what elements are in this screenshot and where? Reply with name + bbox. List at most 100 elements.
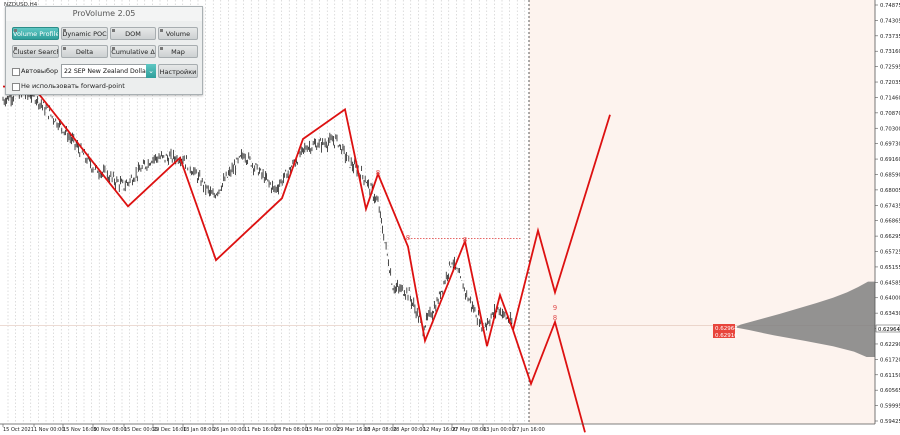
- button-indicator-icon: [160, 47, 163, 50]
- panel-title[interactable]: ProVolume 2.05: [6, 7, 202, 21]
- volume-profile-button-label: Volume Profile: [13, 30, 59, 38]
- instrument-select-value: 22 SEP New Zealand Dollar: [64, 68, 149, 75]
- price-tick-label: 0.69730: [880, 142, 900, 148]
- forecast-path-line: [512, 319, 586, 433]
- volume-profile: [735, 281, 875, 357]
- button-indicator-icon: [63, 47, 66, 50]
- price-tick-label: 0.62290: [880, 342, 900, 348]
- current-price-tags: 0.62964 0.62916: [713, 324, 738, 339]
- price-tag-label: 0.62964: [715, 326, 738, 332]
- price-tag: [713, 324, 735, 331]
- price-axis[interactable]: 0.74875 0.74305 0.73735 0.73160 0.72595 0.720…: [875, 3, 900, 425]
- dom-button-label: DOM: [125, 30, 141, 38]
- time-tick-label: 28 Apr 00:00: [393, 427, 426, 433]
- time-tick-label: 26 Jan 00:00: [213, 427, 245, 433]
- delta-button[interactable]: Delta: [61, 45, 108, 58]
- button-indicator-icon: [14, 29, 17, 32]
- price-tick-label: 0.71460: [880, 95, 900, 101]
- cumulative-delta-button[interactable]: Cumulative Δ: [110, 45, 156, 58]
- cluster-search-button[interactable]: Cluster Search: [12, 45, 59, 58]
- price-tick-label: 0.60565: [880, 388, 900, 394]
- auto-select-checkbox[interactable]: [12, 68, 20, 76]
- wave-label: 8: [553, 314, 557, 322]
- time-tick-label: 11 Feb 16:00: [244, 427, 277, 433]
- time-tick-label: 27 May 08:00: [452, 427, 486, 433]
- time-tick-label: 1 Nov 00:00: [34, 427, 65, 433]
- button-indicator-icon: [112, 29, 115, 32]
- price-tick-label: 0.66865: [880, 219, 900, 225]
- price-tick-label: 0.74305: [880, 18, 900, 24]
- settings-button-label: Настройки: [159, 68, 197, 76]
- time-tick-label: 13 Apr 08:00: [364, 427, 397, 433]
- wave-labels: 8 8 8 9 8: [376, 169, 557, 322]
- settings-button[interactable]: Настройки: [158, 64, 198, 78]
- price-tick-label: 0.73160: [880, 49, 900, 55]
- button-indicator-icon: [63, 29, 66, 32]
- price-tick-label: 0.69160: [880, 157, 900, 163]
- provolume-panel[interactable]: ProVolume 2.05 Volume Profile Dynamic PO…: [5, 6, 203, 95]
- price-tick-label: 0.74875: [880, 3, 900, 9]
- map-button-label: Map: [171, 48, 185, 56]
- time-tick-label: 27 Jun 16:00: [513, 427, 545, 433]
- map-button[interactable]: Map: [158, 45, 198, 58]
- wave-label: 8: [463, 236, 467, 244]
- time-tick-label: 28 Feb 08:00: [275, 427, 308, 433]
- volume-button-label: Volume: [165, 30, 191, 38]
- current-price-axis-tag: [875, 324, 900, 333]
- time-tick-label: 12 May 16:00: [423, 427, 457, 433]
- price-tick-label: 0.68005: [880, 188, 900, 194]
- price-tick-label: 0.68590: [880, 172, 900, 178]
- price-tick-label: 0.59425: [880, 419, 900, 425]
- price-tick-label: 0.61150: [880, 373, 900, 379]
- forward-point-label: Не использовать forward-point: [21, 82, 125, 90]
- dynamic-poc-button[interactable]: Dynamic POC: [61, 27, 108, 40]
- price-series: [2, 85, 513, 337]
- volume-profile-button[interactable]: Volume Profile: [12, 27, 59, 40]
- time-tick-label: 15 Mar 00:00: [306, 427, 339, 433]
- wave-label: 8: [406, 234, 410, 242]
- time-tick-label: 29 Dec 16:00: [153, 427, 187, 433]
- wave-label: 8: [376, 169, 380, 177]
- auto-select-label: Автовыбор: [21, 67, 59, 75]
- zigzag-line: [2, 85, 514, 347]
- delta-button-label: Delta: [75, 48, 94, 56]
- time-tick-label: 13 Jan 08:00: [183, 427, 215, 433]
- cumulative-delta-button-label: Cumulative Δ: [111, 48, 155, 56]
- instrument-select[interactable]: 22 SEP New Zealand Dollar: [61, 64, 156, 78]
- price-tick-label: 0.70300: [880, 126, 900, 132]
- volume-profile-shape: [735, 281, 875, 357]
- price-tick-label: 0.66295: [880, 234, 900, 240]
- button-indicator-icon: [14, 47, 17, 50]
- zigzag-pattern: [2, 85, 611, 433]
- price-tick-label: 0.70870: [880, 111, 900, 117]
- forecast-path-line: [512, 114, 611, 331]
- time-tick-label: 15 Oct 2021: [3, 427, 34, 433]
- time-tick-label: 13 Jun 00:00: [483, 427, 515, 433]
- price-tick-label: 0.65725: [880, 250, 900, 256]
- volume-button[interactable]: Volume: [158, 27, 198, 40]
- price-tick-label: 0.65155: [880, 265, 900, 271]
- current-price-axis-label: 0.62964: [878, 327, 900, 333]
- button-indicator-icon: [112, 47, 115, 50]
- price-tick-label: 0.61720: [880, 357, 900, 363]
- price-tick-label: 0.72035: [880, 80, 900, 86]
- wave-label: 9: [553, 304, 557, 312]
- price-tick-label: 0.64585: [880, 280, 900, 286]
- forecast-area: [529, 0, 875, 424]
- chevron-down-icon[interactable]: ⌄: [146, 64, 156, 78]
- price-tag-label: 0.62916: [715, 333, 738, 339]
- dom-button[interactable]: DOM: [110, 27, 156, 40]
- price-tag: [713, 331, 735, 338]
- price-tick-label: 0.59995: [880, 404, 900, 410]
- dynamic-poc-button-label: Dynamic POC: [62, 30, 107, 38]
- forward-point-checkbox[interactable]: [12, 83, 20, 91]
- symbol-label: NZDUSD,H4: [4, 2, 38, 8]
- price-tick-label: 0.67435: [880, 203, 900, 209]
- cluster-search-button-label: Cluster Search: [13, 48, 59, 56]
- button-indicator-icon: [160, 29, 163, 32]
- time-tick-label: 15 Dec 00:00: [124, 427, 158, 433]
- price-tick-label: 0.72595: [880, 65, 900, 71]
